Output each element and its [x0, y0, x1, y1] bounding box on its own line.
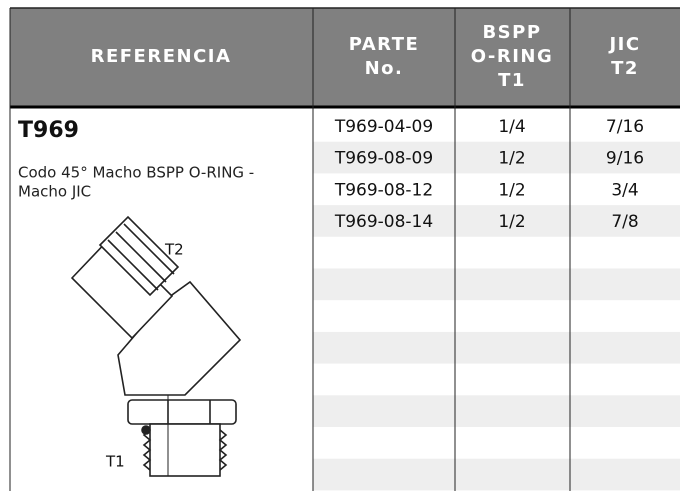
row-stripes	[313, 141, 680, 491]
fitting-drawing	[70, 215, 242, 477]
table-cell: 1/2	[498, 149, 525, 169]
row-stripe	[313, 268, 680, 301]
col-lines	[9, 8, 571, 491]
thread-lines	[107, 223, 175, 291]
table-cell: T969-08-12	[334, 180, 433, 200]
description: Macho JIC	[18, 183, 91, 201]
upper-nut	[70, 234, 174, 340]
lower-thread	[149, 423, 221, 477]
label-t2: T2	[164, 241, 184, 259]
table-cell: T969-04-09	[334, 117, 433, 137]
header-cell: O-RING	[471, 46, 554, 67]
row-stripe	[313, 395, 680, 427]
table-cell: 7/16	[606, 117, 644, 137]
table-cell: T969-08-09	[334, 149, 433, 169]
product-code: T969	[18, 118, 79, 143]
table-cell: 1/2	[498, 180, 525, 200]
header-cell: BSPP	[482, 22, 541, 43]
header-cell: PARTE	[349, 34, 420, 55]
header-cell: T2	[611, 58, 639, 79]
row-stripe	[313, 458, 680, 491]
table-cell: 7/8	[611, 212, 638, 232]
table-cell: 1/4	[498, 117, 525, 137]
lower-nut	[127, 399, 237, 425]
row-stripe	[313, 205, 680, 237]
elbow-body	[117, 280, 242, 396]
header-cell: T1	[498, 70, 526, 91]
table-cell: 9/16	[606, 149, 644, 169]
header-cell: JIC	[607, 34, 640, 55]
description: Codo 45° Macho BSPP O-RING -	[18, 164, 254, 182]
header-cell: REFERENCIA	[91, 46, 232, 67]
table-cell: T969-08-14	[334, 212, 433, 232]
table-cell: 1/2	[498, 212, 525, 232]
row-stripe	[313, 331, 680, 364]
header-band	[10, 8, 680, 106]
table-cell: 3/4	[611, 180, 638, 200]
label-t1: T1	[105, 453, 125, 471]
o-ring	[141, 425, 151, 435]
header-cell: No.	[365, 58, 404, 79]
row-stripe	[313, 141, 680, 174]
thread-teeth	[142, 429, 228, 471]
